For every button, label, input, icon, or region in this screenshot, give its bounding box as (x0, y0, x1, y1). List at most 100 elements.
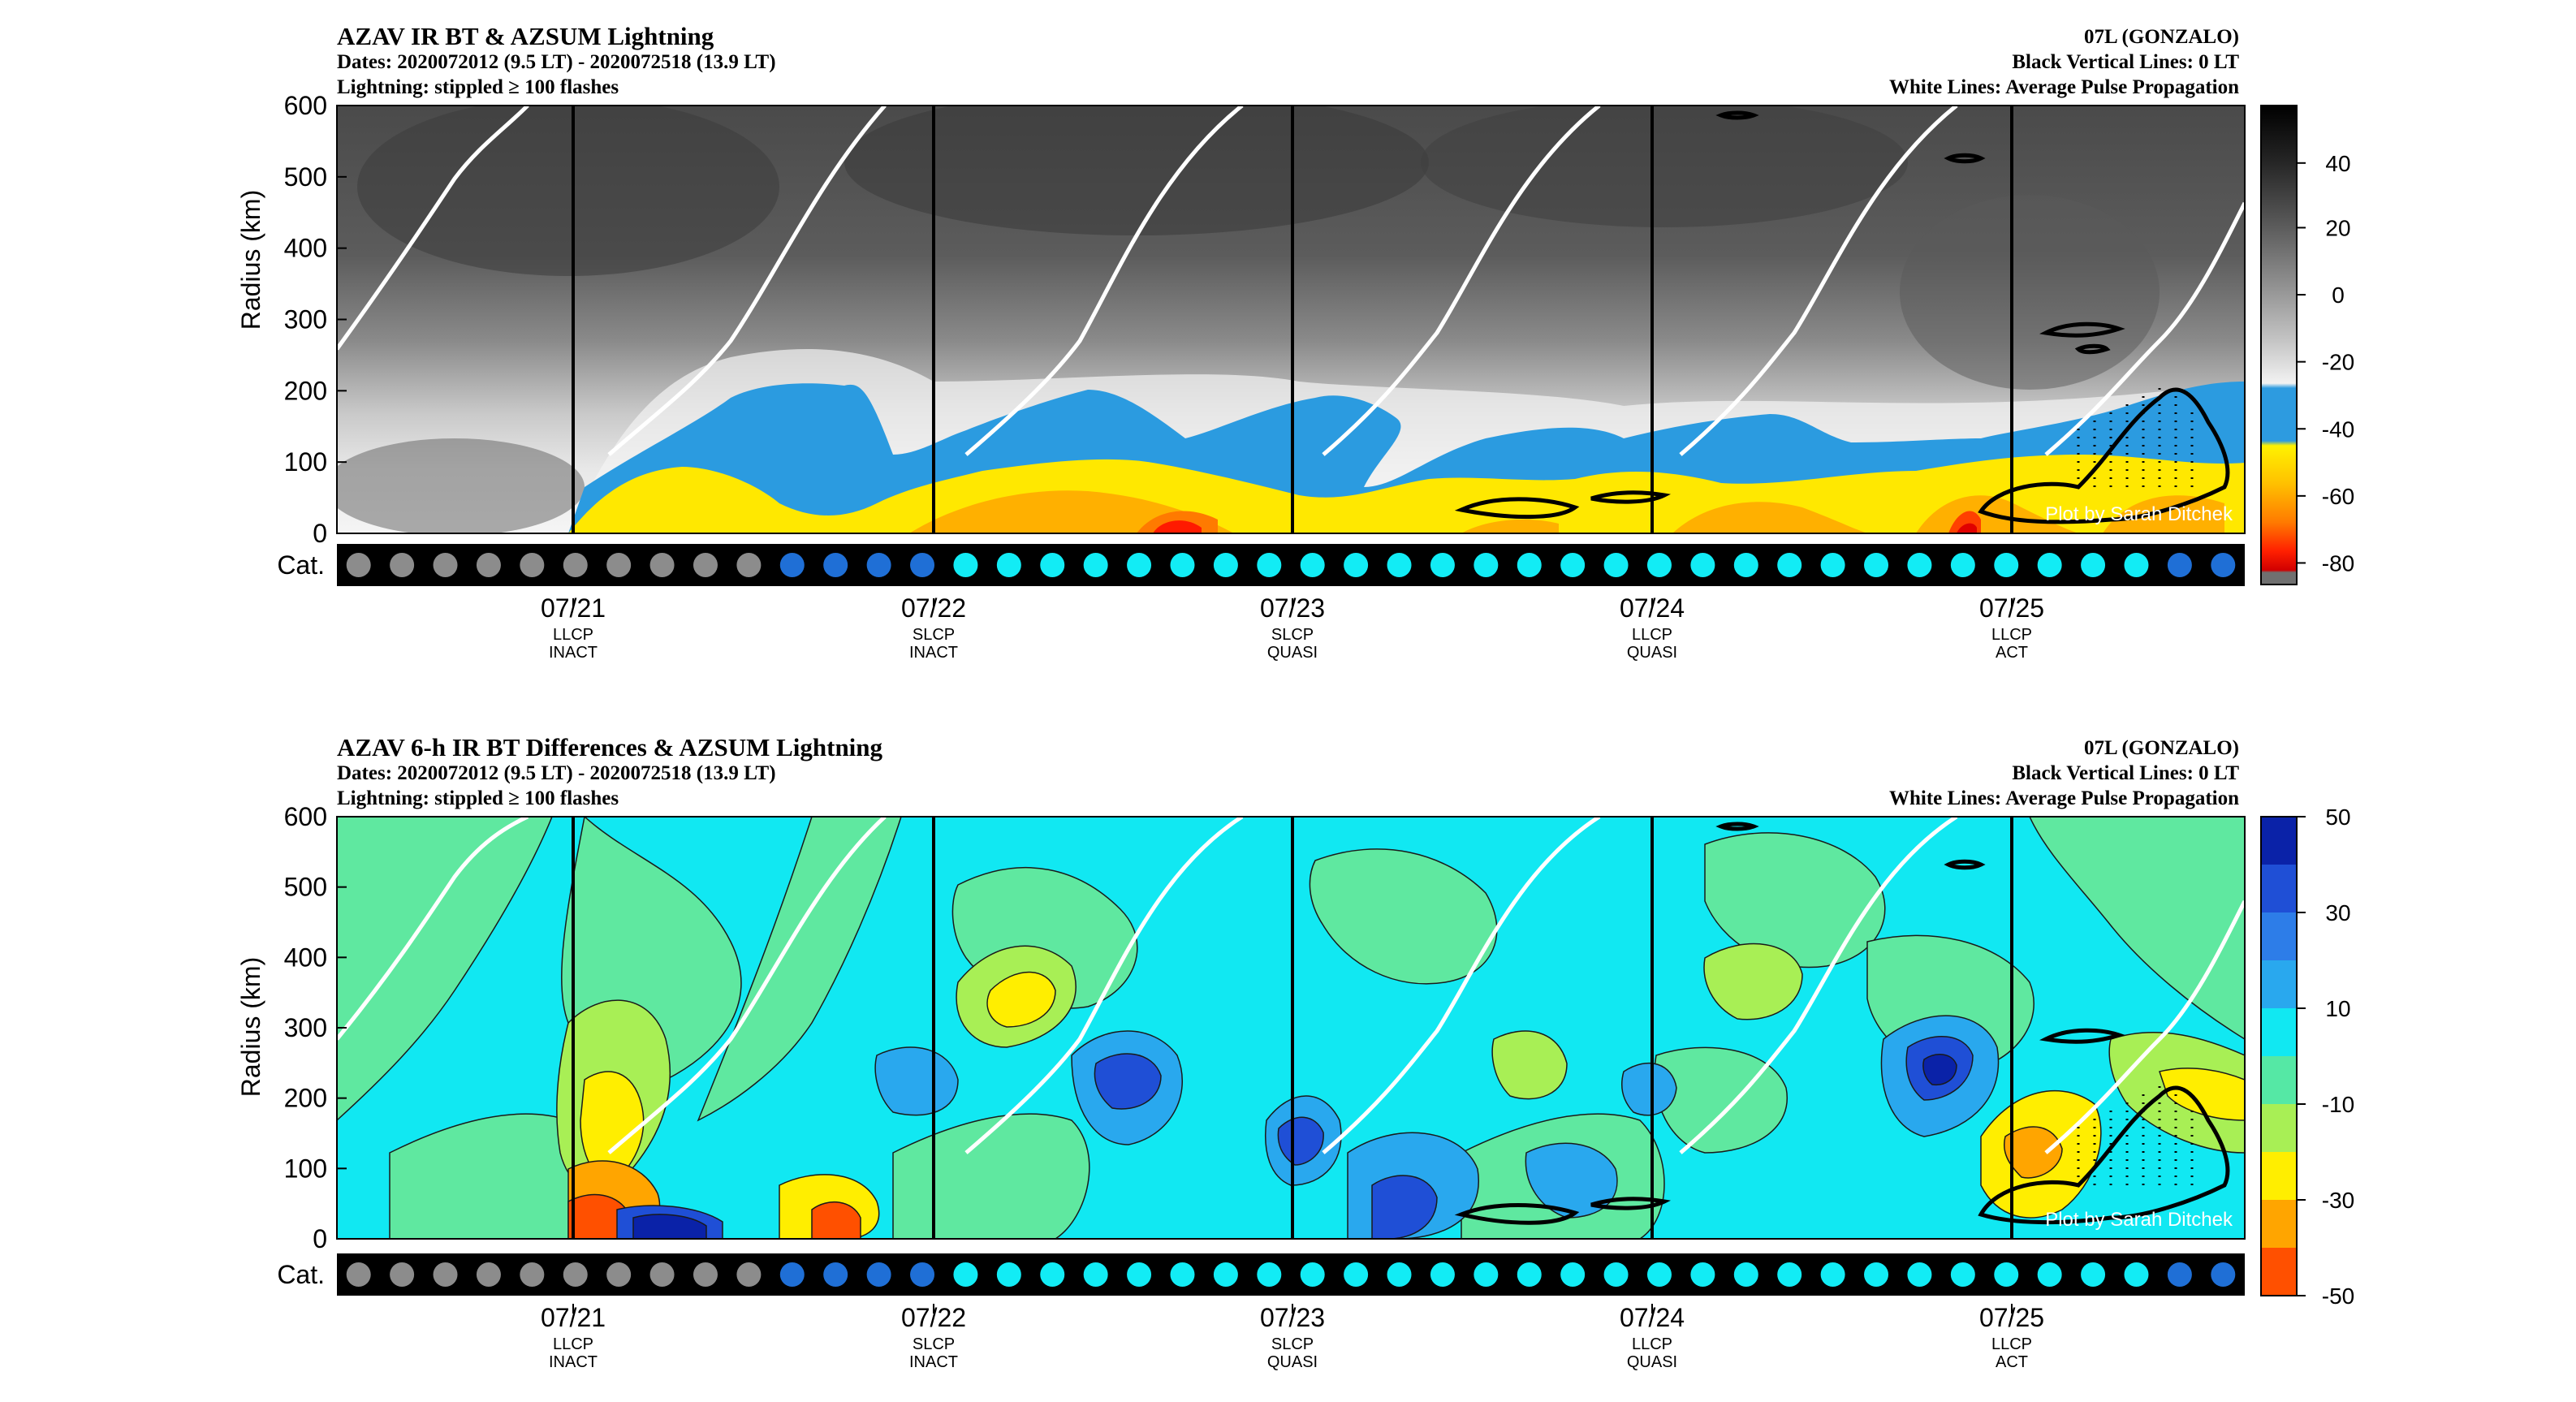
category-dot-blue (823, 553, 848, 577)
colorbar-tick-label--80: -80 (2322, 550, 2354, 576)
category-dot-cyan (996, 553, 1021, 577)
top-category-label: Cat. (277, 550, 325, 580)
top-panel-white-lines-note: White Lines: Average Pulse Propagation (1889, 76, 2239, 98)
x-tick-cat2: QUASI (1267, 644, 1318, 662)
top-panel-storm: 07L (GONZALO) (2084, 26, 2239, 48)
category-dot-cyan (1820, 553, 1845, 577)
category-dot-gray (606, 553, 632, 577)
category-dot-cyan (1300, 1262, 1325, 1287)
category-dot-cyan (2081, 1262, 2106, 1287)
category-dot-cyan (1646, 1262, 1672, 1287)
x-tick-date-07/25: 07/25 (1979, 1303, 2044, 1332)
y-tick-label-100: 100 (284, 447, 327, 477)
top-panel-plot: Plot by Sarah Ditchek 010020030040050060… (236, 91, 2354, 662)
top-pulse-lines (337, 106, 2245, 456)
category-dot-gray (433, 1262, 458, 1287)
category-dot-gray (563, 1262, 588, 1287)
x-tick-cat1: SLCP (913, 1335, 955, 1353)
category-dot-cyan (1344, 1262, 1369, 1287)
top-plot-credit: Plot by Sarah Ditchek (2045, 503, 2233, 525)
colorbar-tick-label--10: -10 (2322, 1092, 2354, 1117)
top-lightning-stipple (2077, 382, 2194, 487)
category-dot-blue (866, 1262, 891, 1287)
x-tick-date-07/23: 07/23 (1260, 593, 1325, 623)
category-dot-cyan (1603, 1262, 1629, 1287)
category-dot-cyan (1950, 553, 1975, 577)
bottom-panel-storm: 07L (GONZALO) (2084, 737, 2239, 759)
bottom-panel-vertical-lines-note: Black Vertical Lines: 0 LT (2012, 762, 2239, 784)
bottom-lightning-stipple (2077, 1080, 2194, 1185)
category-dot-gray (649, 553, 675, 577)
category-dot-cyan (1950, 1262, 1975, 1287)
category-dot-cyan (1777, 1262, 1802, 1287)
category-dot-cyan (1777, 553, 1802, 577)
category-dot-cyan (2124, 553, 2149, 577)
category-dot-gray (693, 553, 718, 577)
top-panel-subtitle-2: Lightning: stippled ≥ 100 flashes (337, 76, 619, 98)
category-dot-cyan (1344, 553, 1369, 577)
top-panel-title: AZAV IR BT & AZSUM Lightning (337, 22, 714, 50)
category-dot-cyan (1560, 553, 1586, 577)
x-tick-cat1: LLCP (1991, 1335, 2032, 1353)
x-tick-cat2: ACT (1996, 644, 2028, 662)
category-dot-blue (866, 553, 891, 577)
category-dot-cyan (1994, 1262, 2019, 1287)
bottom-pulse-lines (337, 817, 2245, 1154)
y-tick-label-400: 400 (284, 943, 327, 972)
category-dot-cyan (1517, 553, 1542, 577)
category-dot-cyan (1387, 553, 1412, 577)
category-dot-cyan (1864, 1262, 1889, 1287)
category-dot-blue (823, 1262, 848, 1287)
y-tick-label-0: 0 (313, 1224, 327, 1253)
category-dot-gray (520, 553, 545, 577)
category-dot-blue (910, 1262, 935, 1287)
x-tick-cat1: SLCP (1271, 1335, 1314, 1353)
colorbar-tick-label-10: 10 (2325, 996, 2350, 1021)
top-y-axis-label: Radius (km) (236, 190, 265, 330)
x-tick-cat1: LLCP (553, 1335, 593, 1353)
category-dot-cyan (1430, 1262, 1455, 1287)
bottom-category-dots (346, 1262, 2236, 1287)
category-dot-cyan (1994, 553, 2019, 577)
category-dot-gray (736, 1262, 762, 1287)
category-dot-cyan (1127, 553, 1152, 577)
y-tick-label-200: 200 (284, 376, 327, 405)
category-dot-cyan (1257, 553, 1282, 577)
category-dot-cyan (953, 1262, 978, 1287)
category-dot-cyan (1170, 1262, 1195, 1287)
colorbar-tick-label--30: -30 (2322, 1188, 2354, 1213)
x-tick-date-07/24: 07/24 (1620, 593, 1685, 623)
category-dot-blue (779, 1262, 805, 1287)
colorbar-tick-label-40: 40 (2325, 151, 2350, 176)
colorbar-tick-label-0: 0 (2332, 283, 2345, 308)
colorbar-tick-label-20: 20 (2325, 215, 2350, 240)
category-dot-cyan (1560, 1262, 1586, 1287)
category-dot-cyan (1213, 553, 1238, 577)
category-dot-cyan (1040, 553, 1065, 577)
category-dot-cyan (2037, 1262, 2062, 1287)
category-dot-cyan (1907, 1262, 1932, 1287)
category-dot-cyan (2081, 553, 2106, 577)
category-dot-blue (2167, 1262, 2192, 1287)
y-tick-label-500: 500 (284, 162, 327, 192)
category-dot-cyan (996, 1262, 1021, 1287)
category-dot-blue (779, 553, 805, 577)
bottom-colorbar-ticks: 50 30 10 -10 -30 -50 (2297, 805, 2354, 1309)
top-x-axis: 07/21LLCPINACT07/22SLCPINACT07/23SLCPQUA… (541, 593, 2044, 662)
x-tick-cat2: ACT (1996, 1353, 2028, 1371)
top-panel-vertical-lines-note: Black Vertical Lines: 0 LT (2012, 51, 2239, 73)
y-tick-label-600: 600 (284, 802, 327, 831)
colorbar-tick-label--40: -40 (2322, 416, 2354, 442)
top-field-layer (337, 106, 2245, 533)
category-dot-cyan (1690, 1262, 1715, 1287)
category-dot-cyan (1430, 553, 1455, 577)
y-tick-label-0: 0 (313, 519, 327, 548)
category-dot-gray (346, 553, 371, 577)
category-dot-blue (2211, 553, 2236, 577)
category-dot-cyan (1733, 553, 1758, 577)
x-tick-cat1: LLCP (1991, 626, 2032, 644)
category-dot-cyan (1083, 553, 1108, 577)
category-dot-gray (606, 1262, 632, 1287)
top-panel-subtitle-1: Dates: 2020072012 (9.5 LT) - 2020072518 … (337, 51, 776, 73)
top-y-axis: 0 100 200 300 400 500 600 (284, 91, 347, 548)
